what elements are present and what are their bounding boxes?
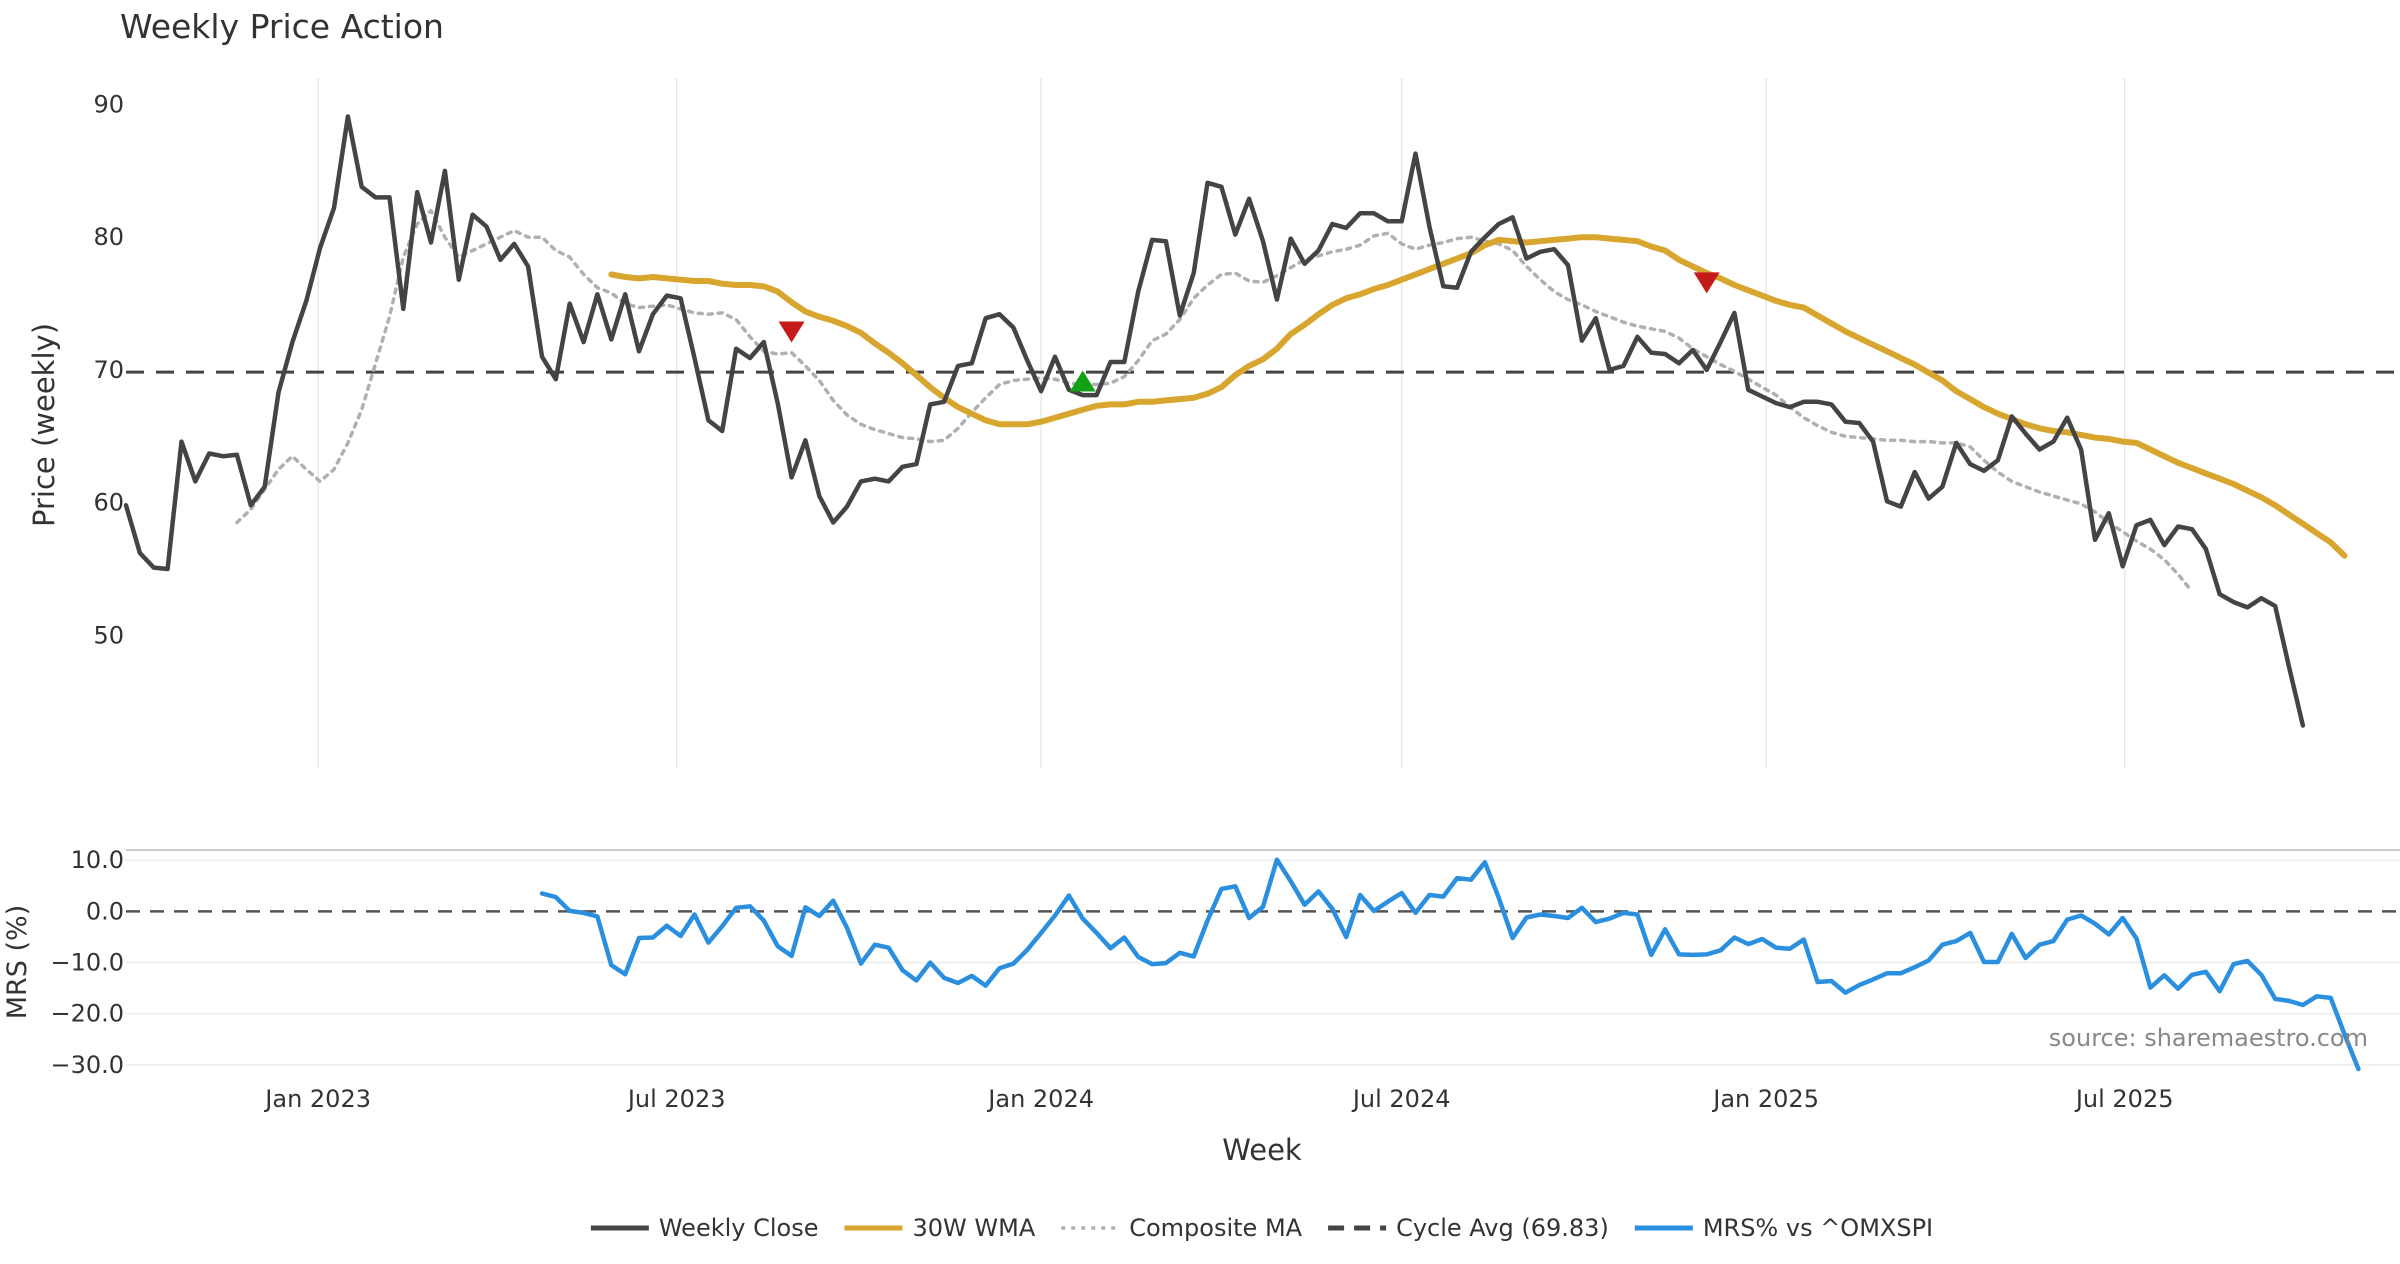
legend-label: 30W WMA: [912, 1214, 1035, 1242]
legend-label: MRS% vs ^OMXSPI: [1703, 1214, 1933, 1242]
signal-markers: [778, 272, 1720, 392]
price-y-axis-label: Price (weekly): [27, 323, 61, 527]
mrs-y-tick-label: 10.0: [71, 846, 124, 874]
mrs-y-tick-label: −10.0: [50, 949, 124, 977]
x-tick-label: Jan 2025: [1711, 1085, 1819, 1113]
sell-signal-marker: [1693, 272, 1720, 294]
legend-label: Cycle Avg (69.83): [1396, 1214, 1609, 1242]
price-series-layer: [123, 114, 2348, 728]
series-weekly-close-line: [123, 114, 2306, 728]
price-y-tick-label: 80: [93, 223, 124, 251]
legend: Weekly Close 30W WMA Composite MA Cycle Avg…: [590, 1214, 1933, 1242]
source-label: source: sharemaestro.com: [2049, 1024, 2368, 1052]
mrs-y-ticks: 10.0 0.0 −10.0 −20.0 −30.0: [50, 846, 124, 1079]
legend-item-composite-ma: Composite MA: [1061, 1214, 1303, 1242]
x-tick-label: Jul 2023: [626, 1085, 726, 1113]
chart-title: Weekly Price Action: [120, 7, 444, 46]
legend-label: Composite MA: [1129, 1214, 1302, 1242]
mrs-horizontal-grid: [126, 859, 2400, 1066]
series-mrs-vs-omxspi-line: [539, 857, 2361, 1072]
x-axis-ticks: Jan 2023 Jul 2023 Jan 2024 Jul 2024 Jan 2025…: [263, 1085, 2173, 1113]
legend-item-30w-wma: 30W WMA: [844, 1214, 1036, 1242]
sell-signal-marker: [778, 321, 805, 343]
mrs-series-layer: [539, 857, 2361, 1072]
price-y-tick-label: 60: [93, 489, 124, 517]
mrs-y-tick-label: −20.0: [50, 1000, 124, 1028]
price-y-tick-label: 70: [93, 356, 124, 384]
x-tick-label: Jan 2023: [263, 1085, 371, 1113]
series-30w-wma-line: [608, 234, 2348, 559]
legend-item-cycle-avg-69-83: Cycle Avg (69.83): [1328, 1214, 1609, 1242]
mrs-y-axis-label: MRS (%): [2, 905, 33, 1020]
mrs-y-tick-label: −30.0: [50, 1051, 124, 1079]
x-axis-label: Week: [1222, 1133, 1302, 1167]
series-composite-ma-line: [235, 208, 2194, 594]
x-tick-label: Jan 2024: [986, 1085, 1094, 1113]
legend-item-weekly-close: Weekly Close: [590, 1214, 819, 1242]
x-tick-label: Jul 2025: [2074, 1085, 2174, 1113]
mrs-y-tick-label: 0.0: [86, 897, 124, 925]
legend-item-mrs-vs-omxspi: MRS% vs ^OMXSPI: [1634, 1214, 1933, 1242]
x-tick-label: Jul 2024: [1351, 1085, 1451, 1113]
price-y-tick-label: 50: [93, 621, 124, 649]
legend-label: Weekly Close: [659, 1214, 819, 1242]
price-y-tick-label: 90: [93, 91, 124, 119]
buy-signal-marker: [1069, 370, 1096, 392]
price-y-ticks: 50 60 70 80 90: [93, 91, 124, 650]
